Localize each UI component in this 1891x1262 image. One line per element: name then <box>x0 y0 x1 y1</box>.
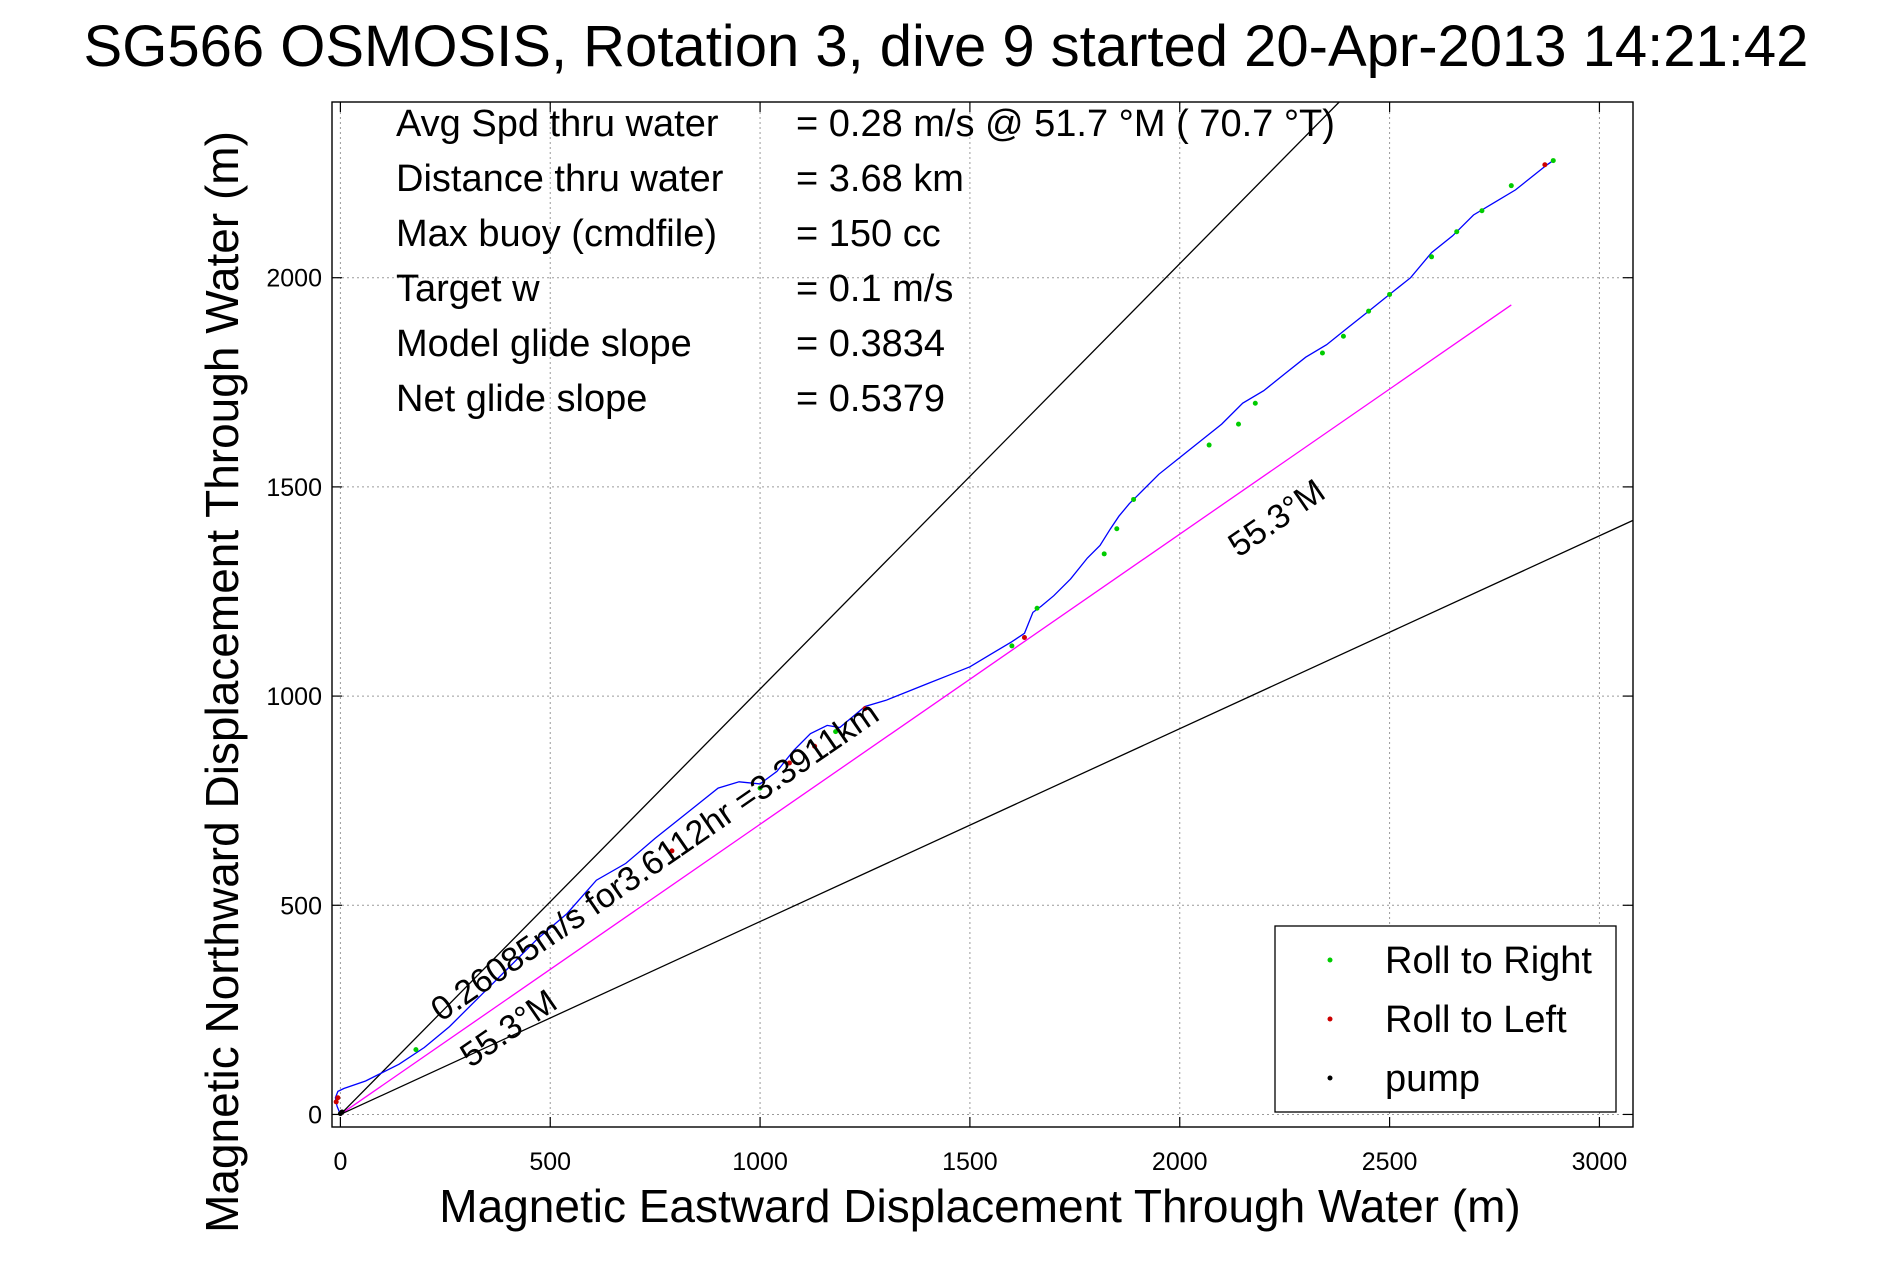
pump-marker <box>339 1109 345 1115</box>
legend: Roll to Right Roll to Left pump <box>1274 925 1617 1113</box>
reference-line <box>340 519 1633 1116</box>
roll-right-marker <box>1387 291 1393 297</box>
roll-right-marker <box>413 1047 419 1053</box>
x-tick-label: 0 <box>333 1148 347 1176</box>
y-tick-label: 2000 <box>266 265 322 293</box>
x-tick-label: 1000 <box>732 1148 788 1176</box>
x-tick-label: 500 <box>529 1148 571 1176</box>
info-label: Max buoy (cmdfile) <box>396 213 717 255</box>
info-label: Target w <box>396 268 540 310</box>
roll-left-marker <box>335 1095 341 1101</box>
roll-left-marker <box>812 743 818 749</box>
roll-right-marker <box>1206 442 1212 448</box>
roll-right-marker <box>757 785 763 791</box>
legend-marker <box>1327 957 1333 963</box>
plot-frame <box>331 101 1634 1128</box>
x-tick-label: 1500 <box>942 1148 998 1176</box>
roll-right-marker <box>1319 350 1325 356</box>
info-value: = 0.3834 <box>796 323 945 365</box>
y-tick-label: 1000 <box>266 683 322 711</box>
roll-right-marker <box>1131 496 1137 502</box>
chart-title: SG566 OSMOSIS, Rotation 3, dive 9 starte… <box>84 14 1809 79</box>
roll-right-marker <box>1508 183 1514 189</box>
roll-right-marker <box>1236 421 1242 427</box>
info-value: = 3.68 km <box>796 158 964 200</box>
track-line <box>334 160 1554 1115</box>
roll-right-marker <box>1429 254 1435 260</box>
info-panel: Avg Spd thru water = 0.28 m/s @ 51.7 °M (… <box>396 103 1335 420</box>
info-label: Distance thru water <box>396 158 724 200</box>
track <box>334 160 1554 1115</box>
track-annotation: 0.26085m/s for3.6112hr =3.3911km <box>424 694 886 1029</box>
reference-line <box>340 304 1512 1115</box>
roll-left-marker <box>1542 162 1548 168</box>
annotations: 0.26085m/s for3.6112hr =3.3911km55.3°M55… <box>424 472 1332 1075</box>
reference-line <box>339 102 1340 1115</box>
track-annotation: 55.3°M <box>1221 472 1332 565</box>
roll-right-marker <box>833 729 839 735</box>
legend-marker <box>1327 1075 1333 1081</box>
roll-right-marker <box>1114 526 1120 532</box>
roll-left-marker <box>1021 635 1027 641</box>
y-axis-label: Magnetic Northward Displacement Through … <box>196 131 248 1233</box>
y-tick-label: 0 <box>308 1101 322 1129</box>
roll-right-marker <box>1101 551 1107 557</box>
y-tick-label: 1500 <box>266 474 322 502</box>
reference-lines <box>339 102 1633 1116</box>
info-value: = 0.28 m/s @ 51.7 °M ( 70.7 °T) <box>796 103 1335 145</box>
info-value: = 0.5379 <box>796 378 945 420</box>
roll-right-marker <box>1009 643 1015 649</box>
roll-right-marker <box>1340 333 1346 339</box>
roll-left-marker <box>862 706 868 712</box>
roll-left-marker <box>333 1099 339 1105</box>
roll-left-marker <box>669 848 675 854</box>
info-label: Avg Spd thru water <box>396 103 719 145</box>
x-tick-label: 3000 <box>1572 1148 1628 1176</box>
roll-right-marker <box>1454 229 1460 235</box>
info-label: Net glide slope <box>396 378 647 420</box>
roll-right-marker <box>1366 308 1372 314</box>
roll-right-marker <box>1034 605 1040 611</box>
roll-right-marker <box>1550 158 1556 164</box>
markers <box>333 158 1556 1117</box>
info-label: Model glide slope <box>396 323 692 365</box>
grid <box>332 102 1633 1127</box>
y-tick-label: 500 <box>280 892 322 920</box>
legend-label: Roll to Left <box>1385 999 1567 1041</box>
info-value: = 0.1 m/s <box>796 268 953 310</box>
info-value: = 150 cc <box>796 213 941 255</box>
roll-right-marker <box>1252 400 1258 406</box>
legend-label: Roll to Right <box>1385 940 1592 982</box>
x-axis-label: Magnetic Eastward Displacement Through W… <box>439 1180 1520 1232</box>
legend-marker <box>1327 1016 1333 1022</box>
roll-right-marker <box>1479 208 1485 214</box>
axes: 0 500 1000 1500 2000 2500 3000 0 500 1000 1500 2000 <box>266 101 1634 1176</box>
x-tick-label: 2000 <box>1152 1148 1208 1176</box>
legend-label: pump <box>1385 1058 1480 1100</box>
x-tick-label: 2500 <box>1362 1148 1418 1176</box>
roll-left-marker <box>786 760 792 766</box>
